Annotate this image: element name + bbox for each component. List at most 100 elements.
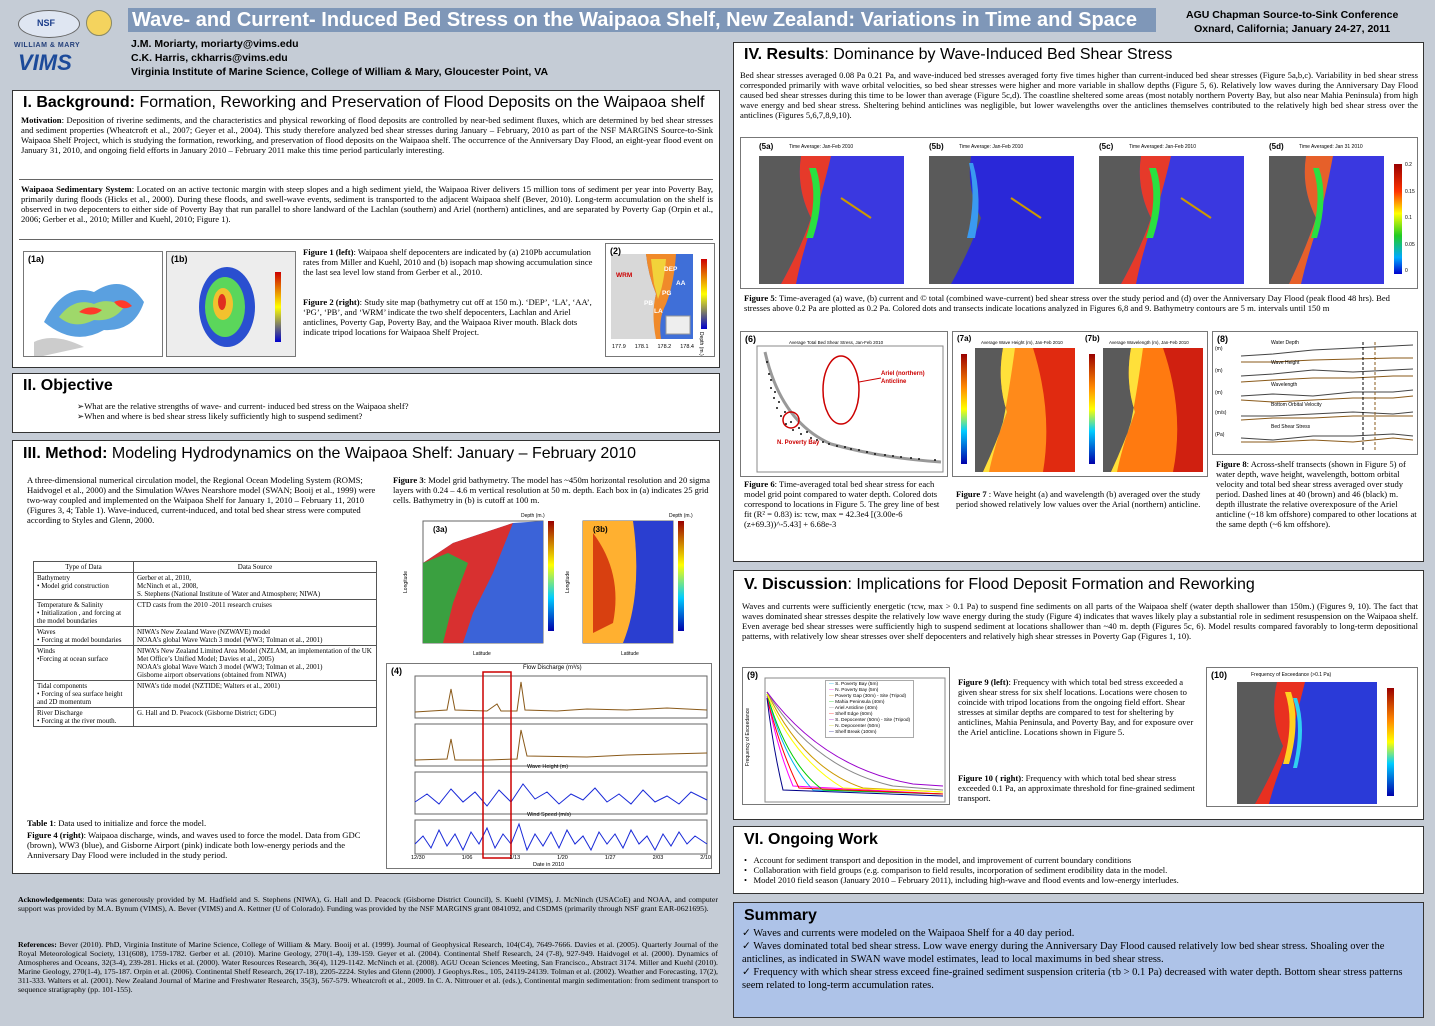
objective-section: II. Objective ➢What are the relative str… (12, 373, 720, 433)
figure-label: (7b) (1085, 334, 1100, 343)
discussion-text: Waves and currents were sufficiently ene… (742, 601, 1418, 641)
list-item: • Collaboration with field groups (e.g. … (744, 865, 1168, 875)
legend-entry: — N. Depocenter (50m) (829, 724, 880, 729)
figure-label: (5c) (1099, 142, 1114, 151)
x-tick: 1/13 (509, 855, 521, 861)
x-tick: 2/10 (700, 855, 711, 861)
results-heading: IV. Results: Dominance by Wave-Induced B… (744, 46, 1173, 63)
panel-title: Average Wavelength (m), Jan-Feb 2010 (1109, 340, 1189, 345)
data-sources-table: Type of Data Data Source Bathymetry • Mod… (33, 561, 377, 727)
transect-label: Wave Height (1271, 360, 1300, 366)
panel-label: Wave Height (m) (527, 764, 569, 770)
figure-4-caption: Figure 4 (right): Waipaoa discharge, win… (27, 830, 361, 860)
figure-2-map (611, 254, 707, 339)
figure-label: (5a) (759, 142, 774, 151)
table-row: Temperature & Salinity • Initialization ,… (33, 599, 377, 627)
x-axis-ticks: 177.9 178.1 178.2 178.4 (612, 344, 694, 350)
background-section: I. Background: Formation, Reworking and … (12, 90, 720, 368)
table-row: Tidal components • Forcing of sea surface… (33, 680, 377, 708)
transect-unit: (m) (1215, 390, 1223, 396)
legend-entry: — Mahia Peninsula (40m) (829, 700, 885, 705)
colorbar-label: Depth (m.) (698, 332, 704, 356)
colorbar-tick: 0.2 (1405, 162, 1412, 168)
discussion-heading: V. Discussion: Implications for Flood De… (744, 576, 1255, 593)
figure-label: (8) (1217, 334, 1228, 344)
figure-8-transects (1240, 342, 1414, 450)
y-axis-label: Frequency of Exceedance (745, 708, 751, 767)
affiliation: Virginia Institute of Marine Science, Co… (131, 66, 549, 78)
figure-6-scatter (756, 345, 944, 473)
figure-9-curves (764, 677, 946, 803)
y-axis-label: Longitude (565, 571, 571, 593)
poster-title-bar: Wave- and Current- Induced Bed Stress on… (128, 8, 1156, 32)
figure-8: (8) Water Depth Wave Height Wavelength B… (1212, 331, 1418, 455)
list-item: • Model 2010 field season (January 2010 … (744, 875, 1179, 885)
figure-label: (3b) (593, 525, 608, 534)
figure-7-caption: Figure 7 : Wave height (a) and wavelengt… (956, 489, 1201, 509)
figure-2: (2) WRM DEP AA PG PB LA Depth (m.) 177.9… (605, 243, 715, 357)
objective-item: ➢When and where is bed shear stress like… (77, 411, 363, 421)
figure-label: (5b) (929, 142, 944, 151)
annotation-poverty-bay: N. Poverty Bay (777, 440, 820, 446)
x-axis-label: Date in 2010 (533, 862, 565, 868)
x-axis-label: Latitude (621, 651, 639, 657)
summary-item: ✓ Waves and currents were modeled on the… (742, 928, 1075, 939)
figure-9-caption: Figure 9 (left): Frequency with which to… (958, 677, 1194, 737)
wm-logo: WILLIAM & MARY (14, 42, 81, 49)
figure-1a-map (34, 284, 144, 356)
figure-label: (2) (610, 246, 621, 256)
figure-1a: (1a) (23, 251, 163, 357)
references: References: Bever (2010). PhD, Virginia … (18, 940, 718, 994)
x-tick: 1/20 (557, 855, 568, 861)
figure-3: (3a) (3b) Depth (m.) Depth (m.) Latitude… (393, 513, 711, 663)
transect-label: Bottom Orbital Velocity (1271, 402, 1322, 408)
figure-label: (3a) (433, 525, 448, 534)
figure-7: (7a) (7b) Average Wave Height (m), Jan-F… (952, 331, 1208, 477)
author-2: C.K. Harris, ckharris@vims.edu (131, 52, 288, 64)
map-tag-pb: PB (644, 300, 654, 307)
objective-heading: II. Objective (23, 377, 113, 394)
panel-title: Time Average: Jan-Feb 2010 (789, 144, 854, 150)
discussion-section: V. Discussion: Implications for Flood De… (733, 570, 1424, 820)
figure-7-maps (961, 348, 1203, 472)
figure-label: (9) (747, 670, 758, 680)
x-tick: 1/06 (461, 855, 473, 861)
method-heading: III. Method: Modeling Hydrodynamics on t… (23, 445, 637, 462)
map-tag-dep: DEP (664, 266, 678, 273)
ongoing-work-list: • Account for sediment transport and dep… (744, 855, 1404, 885)
conference-location: Oxnard, California; January 24-27, 2011 (1194, 23, 1391, 35)
figure-4-timeseries (414, 671, 708, 859)
colorbar-label: Depth (m.) (669, 513, 693, 519)
x-tick: 177.9 (612, 344, 626, 350)
legend-entry: — N. Poverty Bay (5m) (829, 688, 879, 693)
table-1-caption: Table 1: Data used to initialize and for… (27, 818, 207, 828)
chart-title: Flow Discharge (m³/s) (523, 665, 582, 671)
legend-entry: — S. Poverty Bay (5m) (829, 682, 879, 687)
method-intro: A three-dimensional numerical circulatio… (27, 475, 376, 525)
legend-entry: — Shelf Break (100m) (829, 730, 877, 735)
panel-title: Average Wave Height (m), Jan-Feb 2010 (981, 340, 1063, 345)
x-tick: 178.4 (680, 344, 694, 350)
legend-entry: — Ariel Anticline (40m) (829, 706, 878, 711)
ongoing-work-heading: VI. Ongoing Work (744, 831, 878, 848)
figure-8-caption: Figure 8: Across-shelf transects (shown … (1216, 459, 1417, 529)
figure-3-maps (422, 520, 684, 644)
figure-4: (4) Flow Discharge (m³/s) Wave Height (m… (386, 663, 712, 869)
acknowledgements: Acknowledgements: Data was generously pr… (18, 895, 718, 913)
table-row: River Discharge • Forcing at the river mo… (33, 707, 377, 727)
figure-label: (1b) (171, 254, 188, 264)
figure-9: (9) Frequency of Exceedance — S. Poverty… (742, 667, 950, 805)
background-heading: I. Background: Formation, Reworking and … (23, 94, 705, 111)
table-row: Winds •Forcing at ocean surface NIWA’s Ne… (33, 645, 377, 681)
legend-entry: — S. Depocenter (50m) - Site (Tripod) (829, 718, 911, 723)
table-header: Type of Data (33, 561, 134, 573)
figure-label: (5d) (1269, 142, 1284, 151)
method-section: III. Method: Modeling Hydrodynamics on t… (12, 440, 720, 874)
summary-item: ✓ Waves dominated total bed shear stress… (742, 941, 1385, 965)
objective-list: ➢What are the relative strengths of wave… (77, 401, 697, 421)
summary-item: ✓ Frequency with which shear stress exce… (742, 967, 1403, 991)
transect-label: Bed Shear Stress (1271, 424, 1311, 430)
poster-title: Wave- and Current- Induced Bed Stress on… (132, 9, 1138, 31)
figure-label: (1a) (28, 254, 45, 264)
summary-heading: Summary (744, 907, 817, 924)
